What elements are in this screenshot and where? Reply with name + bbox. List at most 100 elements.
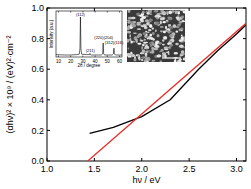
sem-grain [167,30,169,32]
sem-grain [152,27,154,29]
sem-grain [162,21,165,23]
sem-grain [144,60,147,62]
sem-grain [180,27,183,30]
sem-grain [148,18,152,21]
x-tick [119,11,120,13]
x-tick-label: 60 [117,59,123,64]
sem-grain [158,42,162,44]
x-axis-label: 2θ / degree [78,63,101,68]
sem-grain [155,29,157,32]
sem-grain [161,11,166,15]
sem-grain [141,46,143,50]
inset-chart: 102030405060(112)(211)(220)(204)(312)(11… [49,11,124,68]
sem-grain [175,12,178,14]
sem-grain [165,26,167,29]
x-tick [236,8,237,11]
sem-grains [127,10,185,62]
sem-grain [181,28,183,31]
sem-grain [167,17,170,19]
sem-grain [181,20,185,22]
sem-grain [129,38,131,41]
sem-grain [129,34,131,37]
sem-grain [157,34,160,37]
sem-grain [136,39,138,43]
sem-grain [128,48,130,50]
y-tick [243,99,246,100]
sem-grain [138,15,142,17]
sem-grain [133,33,137,35]
sem-grain [128,20,130,24]
sem-grain [130,40,132,43]
sem-grain [176,17,180,18]
figure: 1.01.52.02.53.00.00.20.40.60.81.0hν / eV… [0,0,251,189]
x-tick [58,56,59,58]
sem-grain [131,41,135,43]
x-tick [95,56,96,58]
x-tick [119,56,120,58]
sem-grain [162,39,164,42]
y-tick-label: 0.4 [31,95,44,105]
y-tick-label: 1.0 [31,3,44,13]
x-tick-label: 3.0 [230,164,243,174]
sem-grain [159,60,162,62]
sem-grain [155,45,159,47]
sem-grain [137,22,142,24]
sem-grain [131,17,135,20]
sem-grain [145,46,150,50]
x-tick [189,158,190,161]
sem-grain [175,43,178,45]
sem-grain [133,58,136,61]
annotation: (211) [86,48,96,53]
y-tick [243,161,246,162]
sem-grain [150,44,152,48]
y-axis-label: (αhν)² × 10⁹ / (eV)²·cm⁻² [5,35,15,133]
sem-grain [137,54,139,58]
sem-grain [176,17,179,20]
sem-grain [147,36,149,40]
sem-grain [138,33,142,36]
x-tick [95,11,96,13]
sem-grain [154,21,158,25]
sem-grain [177,15,180,17]
y-tick [47,130,50,131]
annotation: (312)(116) [105,40,124,45]
x-axis-label: hν / eV [132,175,160,185]
annotation: (112) [76,12,86,17]
sem-grain [181,35,183,37]
y-tick [47,161,50,162]
sem-grain [155,15,159,18]
annotation: (220)(204) [94,35,113,40]
sem-grain [180,54,184,56]
sem-grain [142,44,145,47]
sem-grain [145,42,148,44]
sem-grain [180,10,184,11]
sem-grain [146,34,148,36]
x-tick [189,8,190,11]
sem-grain [144,39,146,41]
sem-grain [169,39,174,42]
sem-background [127,10,185,62]
x-tick [82,56,83,58]
sem-grain [162,44,165,46]
sem-grain [142,11,145,14]
sem-grain [131,54,135,57]
sem-grain [152,60,155,62]
sem-grain [127,39,129,42]
sem-grain [137,43,141,45]
y-axis-label: Intensity (a.u.) [49,19,54,48]
sem-grain [167,12,169,16]
sem-grain [141,59,143,61]
plot-frame [56,11,122,57]
sem-grain [146,35,149,38]
sem-grain [174,60,177,62]
sem-grain [149,14,152,16]
sem-grain [160,17,165,20]
y-tick [243,69,246,70]
sem-grain [148,10,152,13]
sem-grain [127,19,130,21]
sem-grain [179,39,184,42]
sem-grain [149,43,151,45]
x-tick [70,56,71,58]
sem-grain [137,34,141,36]
sem-grain [142,16,147,19]
